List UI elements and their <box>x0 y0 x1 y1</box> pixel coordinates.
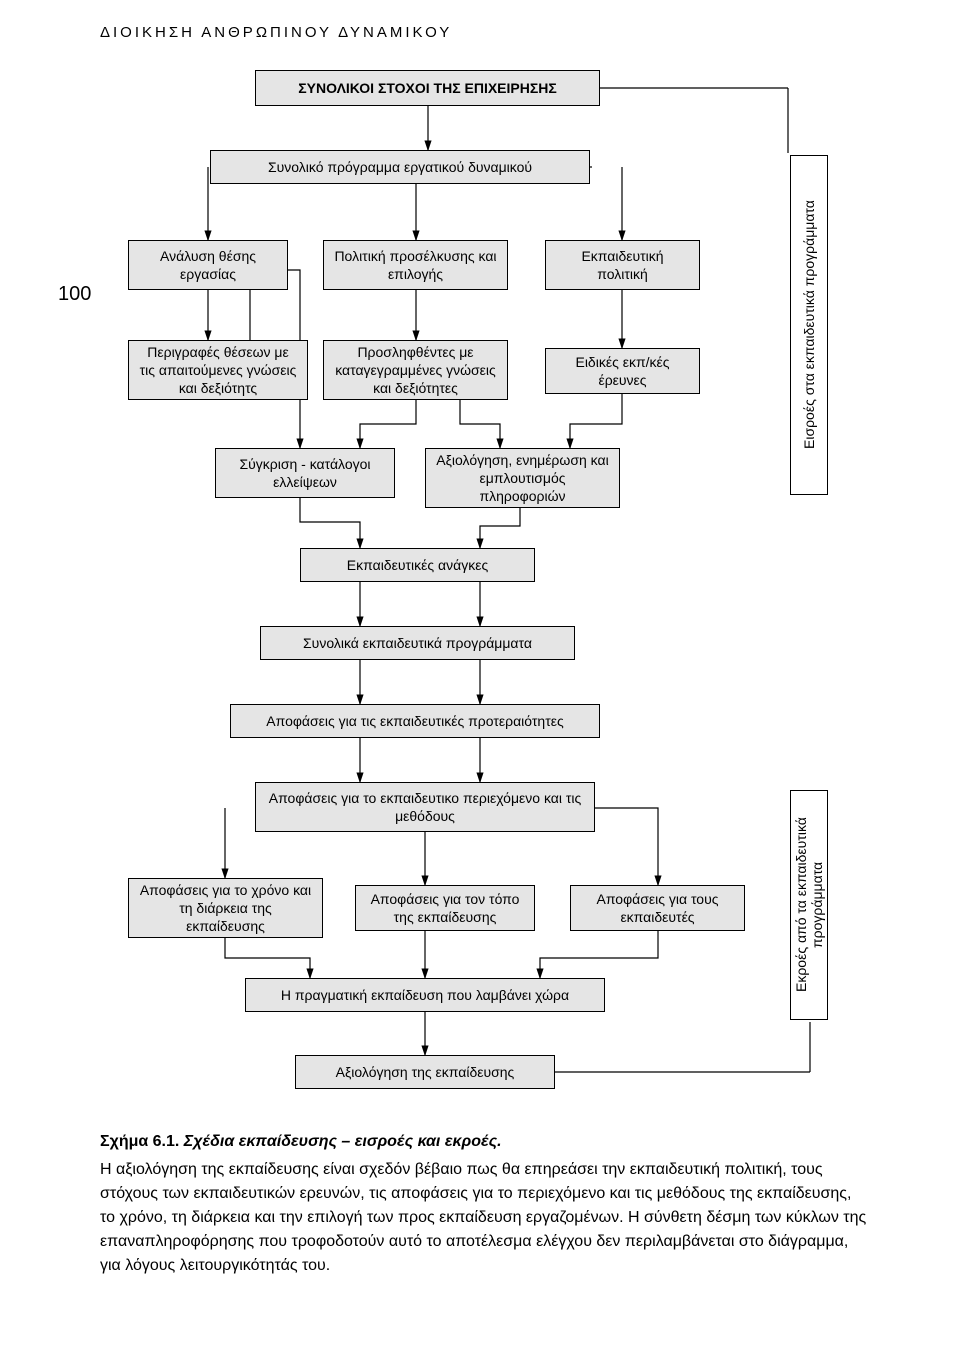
node-n8: Αξιολόγηση, ενημέρωση και εμπλουτισμός π… <box>425 448 620 508</box>
figure-caption: Σχήμα 6.1. Σχέδια εκπαίδευσης – εισροές … <box>100 1130 870 1278</box>
node-n16: Η πραγματική εκπαίδευση που λαμβάνει χώρ… <box>245 978 605 1012</box>
node-n9: Εκπαιδευτικές ανάγκες <box>300 548 535 582</box>
node-n11: Αποφάσεις για τις εκπαιδευτικές προτεραι… <box>230 704 600 738</box>
page-header: ΔΙΟΙΚΗΣΗ ΑΝΘΡΩΠΙΝΟΥ ΔΥΝΑΜΙΚΟΥ <box>100 24 452 41</box>
node-n4: Περιγραφές θέσεων με τις απαιτούμενες γν… <box>128 340 308 400</box>
arrows-layer <box>100 70 880 1120</box>
node-n17: Αξιολόγηση της εκπαίδευσης <box>295 1055 555 1089</box>
node-prog: Συνολικό πρόγραμμα εργατικού δυναμικού <box>210 150 590 184</box>
flowchart-diagram: ΣΥΝΟΛΙΚΟΙ ΣΤΟΧΟΙ ΤΗΣ ΕΠΙΧΕΙΡΗΣΗΣ Συνολικ… <box>100 70 880 1120</box>
node-n12: Αποφάσεις για το εκπαιδευτικο περιεχόμεν… <box>255 782 595 832</box>
node-n1: Ανάλυση θέσης εργασίας <box>128 240 288 290</box>
caption-number: Σχήμα 6.1. <box>100 1133 179 1150</box>
side-inputs: Εισροές στα εκπαιδευτικά προγράμματα <box>790 155 828 495</box>
node-n3: Εκπαιδευτική πολιτική <box>545 240 700 290</box>
node-n6: Ειδικές εκπ/κές έρευνες <box>545 348 700 394</box>
node-n14: Αποφάσεις για τον τόπο της εκπαίδευσης <box>355 885 535 931</box>
node-top: ΣΥΝΟΛΙΚΟΙ ΣΤΟΧΟΙ ΤΗΣ ΕΠΙΧΕΙΡΗΣΗΣ <box>255 70 600 106</box>
side-outputs: Εκροές από τα εκπαιδευτικά προγράμματα <box>790 790 828 1020</box>
node-n10: Συνολικά εκπαιδευτικά προγράμματα <box>260 626 575 660</box>
node-n7: Σύγκριση - κατάλογοι ελλείψεων <box>215 448 395 498</box>
caption-title: Σχέδια εκπαίδευσης – εισροές και εκροές. <box>184 1133 502 1150</box>
caption-body: Η αξιολόγηση της εκπαίδευσης είναι σχεδό… <box>100 1158 870 1278</box>
node-n2: Πολιτική προσέλκυσης και επιλογής <box>323 240 508 290</box>
page-number: 100 <box>58 283 91 306</box>
node-n5: Προσληφθέντες με καταγεγραμμένες γνώσεις… <box>323 340 508 400</box>
node-n15: Αποφάσεις για τους εκπαιδευτές <box>570 885 745 931</box>
node-n13: Αποφάσεις για το χρόνο και τη διάρκεια τ… <box>128 878 323 938</box>
